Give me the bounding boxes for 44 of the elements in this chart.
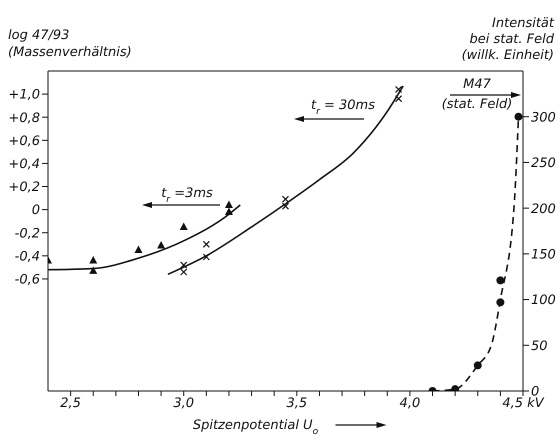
y2-tick-label: 250 bbox=[531, 156, 556, 172]
point bbox=[89, 256, 98, 264]
annotation: M47 (stat. Feld) bbox=[442, 77, 512, 112]
point bbox=[224, 207, 233, 215]
point bbox=[474, 361, 482, 370]
point bbox=[180, 222, 188, 230]
point bbox=[496, 276, 504, 284]
point bbox=[89, 266, 98, 274]
point bbox=[514, 112, 522, 121]
point bbox=[394, 95, 402, 102]
annotation: t$_{r}$ = 30ms bbox=[310, 98, 376, 117]
y2-tick-label: 50 bbox=[531, 338, 548, 354]
y-tick-label: -0,6 bbox=[14, 272, 40, 288]
point bbox=[134, 246, 142, 254]
y2-axis-title: Intensität bei stat. Feld (willk. Einheit) bbox=[462, 16, 555, 63]
y-axis-title: log 47/93 (Massenverhältnis) bbox=[8, 28, 132, 60]
y-tick-label: +0,2 bbox=[8, 180, 40, 196]
y-tick-label: +0,4 bbox=[8, 157, 40, 172]
annotation: t$_{r}$ =3ms bbox=[161, 186, 214, 205]
x-axis-title: Spitzenpotential U$_{o}$ bbox=[192, 418, 319, 435]
point bbox=[180, 261, 188, 269]
y-tick-label: -0,2 bbox=[14, 226, 40, 242]
y2-tick-label: 100 bbox=[531, 293, 556, 308]
x-tick-label: 3,0 bbox=[173, 396, 194, 412]
point bbox=[157, 240, 166, 248]
point bbox=[224, 200, 233, 208]
y-tick-label: 0 bbox=[32, 203, 40, 218]
y-tick-label: +0,6 bbox=[8, 134, 40, 149]
y-tick-label: -0,4 bbox=[14, 249, 40, 264]
point bbox=[202, 253, 210, 261]
point bbox=[202, 240, 210, 248]
y2-tick-label: 300 bbox=[531, 110, 556, 126]
point bbox=[282, 196, 290, 203]
point bbox=[180, 268, 188, 276]
y2-tick-label: 200 bbox=[531, 202, 556, 217]
x-tick-label: 2,5 bbox=[60, 396, 81, 412]
y-tick-label: +1,0 bbox=[8, 88, 40, 103]
y-tick-label: +0,8 bbox=[8, 110, 40, 126]
point bbox=[496, 298, 504, 306]
point bbox=[282, 202, 290, 210]
x-tick-label: 3,5 bbox=[286, 396, 308, 412]
y2-tick-label: 150 bbox=[531, 247, 556, 262]
x-tick-label: 4,5 kV bbox=[502, 396, 545, 412]
x-tick-label: 4,0 bbox=[400, 396, 420, 412]
